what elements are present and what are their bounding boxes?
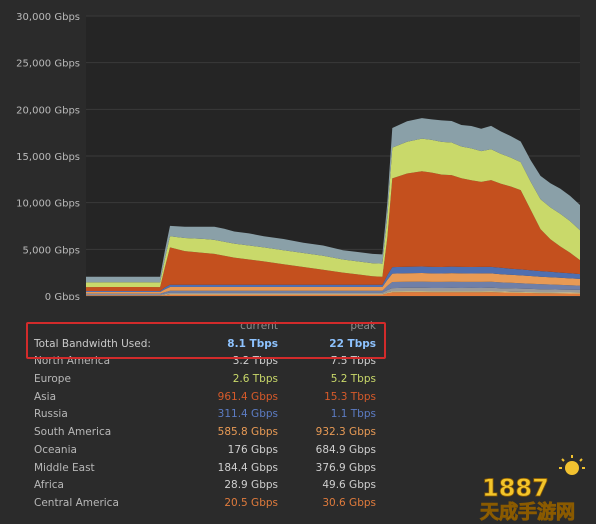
stacked-areas	[86, 118, 580, 296]
region-row-central-america: Central America 20.5 Gbps 30.6 Gbps	[26, 495, 396, 513]
area-central-america	[86, 292, 580, 296]
region-label: Africa	[34, 479, 64, 492]
area-south-america	[86, 273, 580, 294]
sun-icon	[559, 455, 585, 475]
y-tick-label: 10,000 Gbps	[16, 199, 80, 210]
region-current: 961.4 Gbps	[217, 390, 278, 403]
region-peak: 684.9 Gbps	[315, 443, 376, 456]
y-axis: 30,000 Gbps 25,000 Gbps 20,000 Gbps 15,000 …	[16, 12, 80, 300]
area-russia	[86, 266, 580, 292]
region-label: South America	[34, 426, 112, 439]
region-current: 184.4 Gbps	[217, 461, 278, 474]
bandwidth-chart: 30,000 Gbps 25,000 Gbps 20,000 Gbps 15,000 …	[16, 12, 580, 300]
total-bandwidth-row: Total Bandwidth Used: 8.1 Tbps 22 Tbps	[26, 336, 396, 354]
region-peak: 49.6 Gbps	[322, 479, 376, 492]
area-africa	[86, 291, 580, 296]
region-peak: 1.1 Tbps	[330, 408, 376, 421]
region-peak: 15.3 Tbps	[324, 390, 376, 403]
area-north-america	[86, 118, 580, 283]
total-label: Total Bandwidth Used:	[34, 337, 151, 350]
region-current: 20.5 Gbps	[224, 496, 278, 509]
region-row-europe: Europe 2.6 Tbps 5.2 Tbps	[26, 371, 396, 389]
area-oceania	[86, 281, 580, 295]
region-peak: 5.2 Tbps	[330, 373, 376, 386]
region-peak: 932.3 Gbps	[315, 426, 376, 439]
region-current: 2.6 Tbps	[232, 373, 278, 386]
region-label: Asia	[34, 390, 57, 403]
region-row-asia: Asia 961.4 Gbps 15.3 Tbps	[26, 389, 396, 407]
region-current: 585.8 Gbps	[217, 426, 278, 439]
area-europe	[86, 138, 580, 288]
watermark-text: 天成手游网	[480, 500, 575, 522]
region-current: 311.4 Gbps	[217, 408, 278, 421]
region-peak: 30.6 Gbps	[322, 496, 376, 509]
region-current: 176 Gbps	[227, 443, 278, 456]
total-current: 8.1 Tbps	[227, 337, 278, 350]
area-middle-east	[86, 287, 580, 296]
total-highlight-box	[26, 322, 386, 359]
region-rows: North America 3.2 Tbps 7.5 Tbps Europe 2.6 T…	[26, 353, 396, 512]
region-row-oceania: Oceania 176 Gbps 684.9 Gbps	[26, 442, 396, 460]
total-peak: 22 Tbps	[329, 337, 376, 350]
y-tick-label: 0 Gbps	[45, 292, 80, 300]
region-label: Central America	[34, 496, 119, 509]
y-tick-label: 30,000 Gbps	[16, 12, 80, 23]
y-tick-label: 20,000 Gbps	[16, 105, 80, 116]
y-tick-label: 15,000 Gbps	[16, 152, 80, 163]
y-tick-label: 5,000 Gbps	[23, 245, 80, 256]
region-label: Europe	[34, 373, 71, 386]
region-label: Middle East	[34, 461, 95, 474]
region-label: Russia	[34, 408, 68, 421]
region-row-russia: Russia 311.4 Gbps 1.1 Tbps	[26, 406, 396, 424]
y-tick-label: 25,000 Gbps	[16, 59, 80, 70]
watermark-number: 1887	[482, 474, 549, 502]
watermark-logo: 1887 天成手游网	[480, 455, 585, 522]
area-asia	[86, 171, 580, 291]
region-row-africa: Africa 28.9 Gbps 49.6 Gbps	[26, 477, 396, 495]
region-label: Oceania	[34, 443, 77, 456]
region-peak: 376.9 Gbps	[315, 461, 376, 474]
region-current: 28.9 Gbps	[224, 479, 278, 492]
region-row-middle-east: Middle East 184.4 Gbps 376.9 Gbps	[26, 460, 396, 478]
region-row-south-america: South America 585.8 Gbps 932.3 Gbps	[26, 424, 396, 442]
